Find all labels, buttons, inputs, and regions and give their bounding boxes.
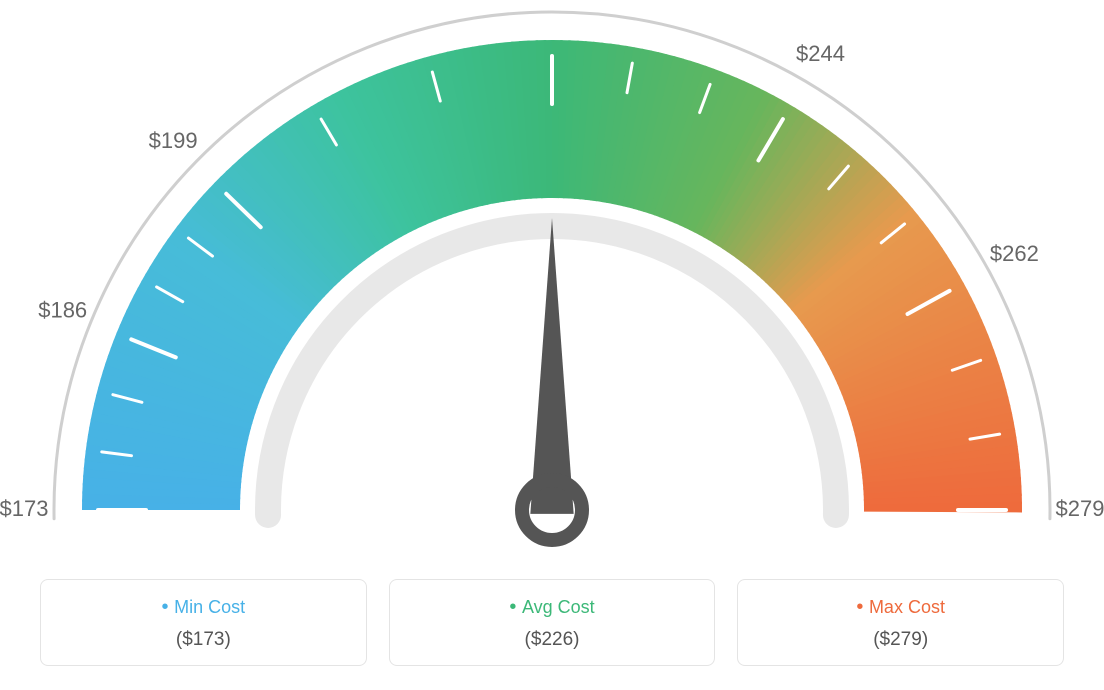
min-cost-label: Min Cost [51,596,356,619]
cost-gauge-chart: $173$186$199$226$244$262$279 Min Cost ($… [0,0,1104,690]
summary-cards: Min Cost ($173) Avg Cost ($226) Max Cost… [40,579,1064,666]
tick-label: $279 [1056,496,1104,521]
tick-label: $244 [796,41,845,66]
min-cost-card: Min Cost ($173) [40,579,367,666]
tick-label: $186 [38,297,87,322]
avg-cost-card: Avg Cost ($226) [389,579,716,666]
avg-cost-value: ($226) [400,629,705,651]
tick-label: $173 [0,496,48,521]
gauge-needle [530,218,573,514]
max-cost-card: Max Cost ($279) [737,579,1064,666]
tick-label: $262 [990,241,1039,266]
max-cost-label: Max Cost [748,596,1053,619]
max-cost-value: ($279) [748,629,1053,651]
avg-cost-label: Avg Cost [400,596,705,619]
tick-label: $199 [149,128,198,153]
min-cost-value: ($173) [51,629,356,651]
